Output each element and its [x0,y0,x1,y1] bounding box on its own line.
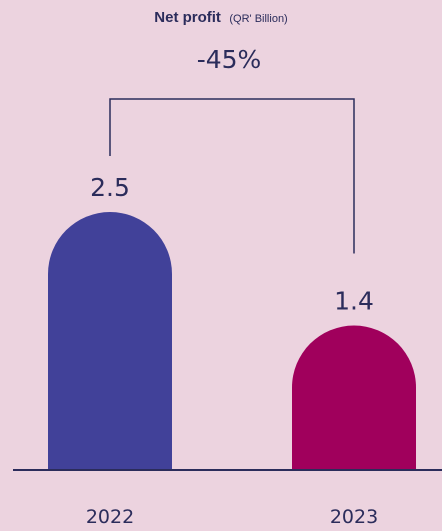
bar-2022 [48,212,172,470]
chart-title-main: Net profit [154,9,221,26]
chart-title: Net profit (QR' Billion) [154,9,287,26]
value-labels-group: 2.5 1.4 [90,173,374,316]
category-label-2022: 2022 [86,506,134,528]
bars-group [48,212,416,470]
value-label-2023: 1.4 [334,287,374,316]
category-labels-group: 2022 2023 [86,506,378,528]
chart-title-unit: (QR' Billion) [229,13,287,25]
value-label-2022: 2.5 [90,173,130,202]
change-percentage-label: -45% [197,45,262,74]
category-label-2023: 2023 [330,506,378,528]
change-bracket [109,98,355,254]
bar-2023 [292,325,416,470]
